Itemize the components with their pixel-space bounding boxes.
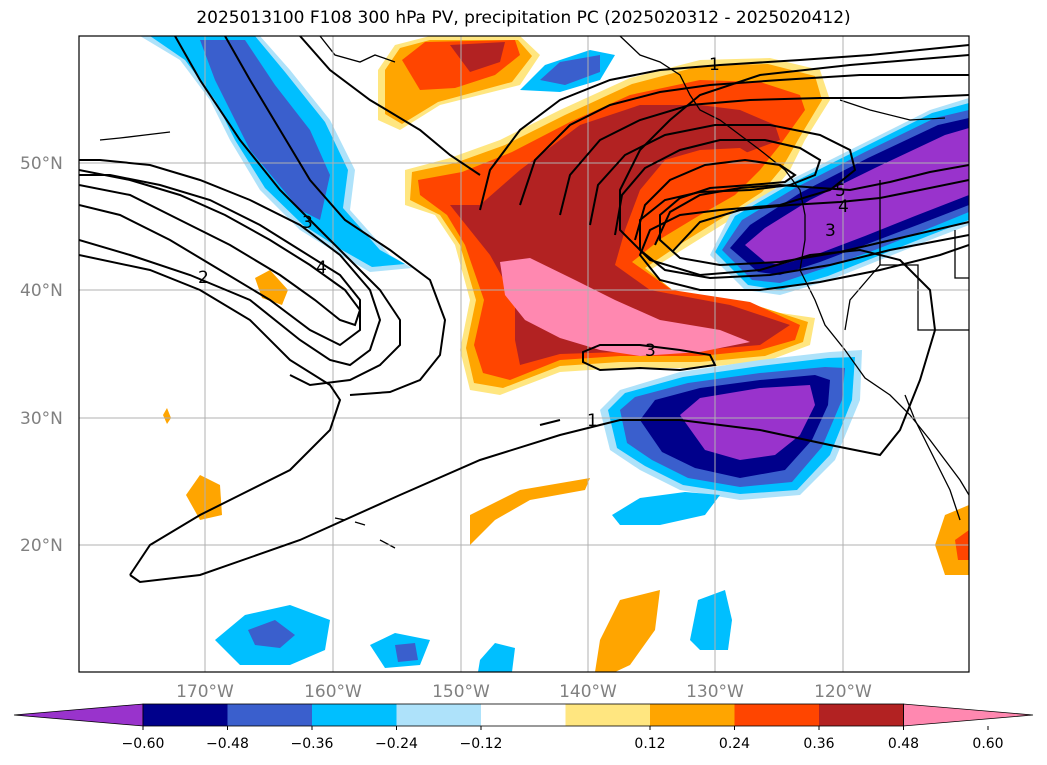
lon-label-150w: 150°W [432,682,490,702]
colorbar-segment [396,704,482,726]
pos-patch-150w-22n [470,478,590,545]
lon-label-170w: 170°W [176,682,234,702]
colorbar-tick-label: 0.60 [972,736,1003,752]
colorbar-segment [734,704,820,726]
neg-sub-060 [680,385,815,460]
colorbar-tick-label: −0.48 [206,736,249,752]
colorbar-tick-label: 0.24 [719,736,750,752]
colorbar: −0.60 −0.48 −0.36 −0.24 −0.12 0.12 0.24 0.36 0.4… [13,703,1034,752]
colorbar-extend-min [13,703,144,727]
colorbar-tick-label: −0.36 [291,736,334,752]
contour-label-5: 5 [835,181,846,201]
pv-contour-labels: 1 1 2 3 3 4 4 5 3 [198,55,849,431]
colorbar-segment [227,704,313,726]
gulf-alaska-048 [450,42,505,72]
neg-south-130w [690,590,732,650]
neg-south-155w-036 [395,643,418,662]
colorbar-segment [481,704,566,726]
lat-label-50n: 50°N [20,154,63,174]
pos-patch-small [163,408,171,424]
contour-label-3-west: 3 [302,213,313,233]
lat-label-30n: 30°N [20,409,63,429]
lat-label-40n: 40°N [20,281,63,301]
colorbar-segment [650,704,735,726]
positive-anomaly-060 [500,258,750,356]
colorbar-segments [13,703,1034,727]
colorbar-tick-label: −0.60 [122,736,165,752]
colorbar-tick-label: 0.36 [803,736,834,752]
colorbar-ticks: −0.60 −0.48 −0.36 −0.24 −0.12 0.12 0.24 0.36 0.4… [122,726,1004,752]
map-content: 1 1 2 3 3 4 4 5 3 [79,36,969,672]
lon-label-130w: 130°W [686,682,744,702]
colorbar-segment [819,704,904,726]
colorbar-outline [142,703,904,727]
colorbar-segment [143,704,228,726]
colorbar-tick-label: 0.48 [888,736,919,752]
neg-south-148w [478,643,515,672]
neg-us-060 [745,128,969,265]
lon-label-160w: 160°W [304,682,362,702]
colorbar-tick-label: −0.24 [375,736,418,752]
neg-small-22n [612,492,720,525]
lon-label-120w: 120°W [814,682,872,702]
colorbar-tick-label: −0.12 [460,736,503,752]
lon-label-140w: 140°W [559,682,617,702]
neg-west-036 [200,40,330,220]
neg-gulf-alaska-036 [540,55,600,85]
colorbar-segment [565,704,651,726]
map-title: 2025013100 F108 300 hPa PV, precipitatio… [196,8,851,28]
pos-patch-137w [595,590,660,672]
lat-label-20n: 20°N [20,536,63,556]
contour-label-3-east: 3 [645,341,656,361]
contour-label-1-north: 1 [709,55,720,75]
longitude-labels: 170°W 160°W 150°W 140°W 130°W 120°W [176,682,872,702]
map-border [78,35,970,673]
contour-label-4-east: 4 [838,197,849,217]
colorbar-extend-max [903,703,1034,727]
latitude-labels: 50°N 40°N 30°N 20°N [20,154,63,556]
contour-label-4-west: 4 [316,258,327,278]
pv-contours [79,36,969,584]
colorbar-tick-label: 0.12 [634,736,665,752]
colorbar-segment [312,704,397,726]
contour-label-3-us: 3 [825,221,836,241]
neg-south-165w-036 [248,620,295,648]
contour-label-1-south: 1 [587,411,598,431]
contour-label-2: 2 [198,268,209,288]
